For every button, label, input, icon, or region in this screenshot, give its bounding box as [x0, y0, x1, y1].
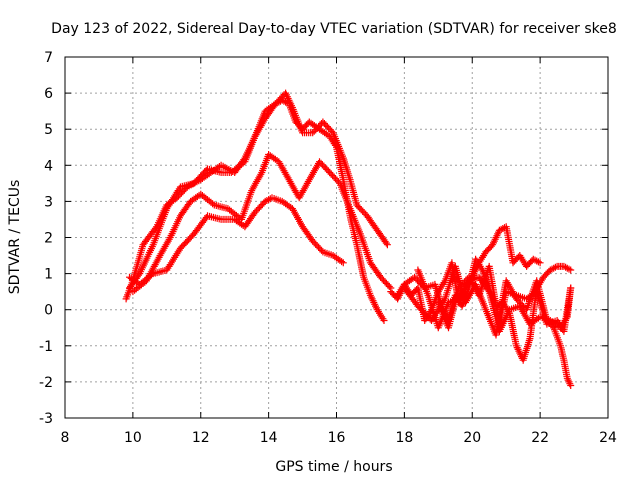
x-tick-label: 12	[192, 430, 210, 446]
y-tick-label: 6	[44, 86, 53, 102]
y-tick-label: 1	[44, 267, 53, 283]
data-point	[565, 265, 573, 273]
x-tick-label: 20	[463, 430, 481, 446]
series-track-2	[126, 89, 391, 292]
y-tick-label: -2	[39, 375, 53, 391]
data-points	[122, 89, 575, 389]
data-point	[534, 258, 542, 266]
x-tick-label: 18	[395, 430, 413, 446]
data-point	[385, 283, 393, 290]
y-tick-label: 7	[44, 50, 53, 66]
data-point	[338, 258, 346, 266]
data-point	[309, 237, 317, 245]
series-track-9	[434, 262, 575, 335]
data-point	[148, 271, 155, 279]
data-point	[309, 129, 317, 137]
data-point	[550, 264, 558, 272]
data-point	[339, 259, 347, 267]
x-tick-label: 14	[260, 430, 278, 446]
data-point	[265, 196, 273, 204]
x-tick-label: 16	[328, 430, 346, 446]
data-point	[383, 241, 391, 249]
data-point	[551, 263, 559, 271]
y-tick-label: -3	[39, 411, 53, 427]
data-point	[536, 259, 544, 267]
y-tick-label: 4	[44, 158, 53, 174]
y-tick-label: 5	[44, 122, 53, 138]
x-axis-label: GPS time / hours	[275, 459, 392, 475]
data-point	[380, 317, 388, 324]
x-tick-label: 8	[61, 430, 70, 446]
series-track-3	[129, 151, 395, 296]
y-tick-label: 3	[44, 194, 53, 210]
chart-title: Day 123 of 2022, Sidereal Day-to-day VTE…	[51, 21, 617, 37]
x-tick-label: 24	[599, 430, 617, 446]
data-point	[563, 264, 571, 272]
data-point	[209, 200, 217, 208]
data-point	[567, 266, 575, 274]
data-point	[567, 382, 575, 389]
data-point	[321, 164, 329, 172]
data-point	[325, 124, 333, 132]
y-tick-label: 0	[44, 303, 53, 319]
series-track-4	[126, 194, 347, 288]
data-point	[567, 284, 575, 292]
data-point	[533, 257, 541, 265]
x-tick-label: 22	[531, 430, 549, 446]
data-point	[251, 208, 259, 216]
y-tick-label: -1	[39, 339, 53, 355]
x-tick-label: 10	[124, 430, 142, 446]
y-tick-label: 2	[44, 231, 53, 247]
data-point	[382, 239, 390, 247]
y-axis-label: SDTVAR / TECUs	[7, 180, 23, 295]
